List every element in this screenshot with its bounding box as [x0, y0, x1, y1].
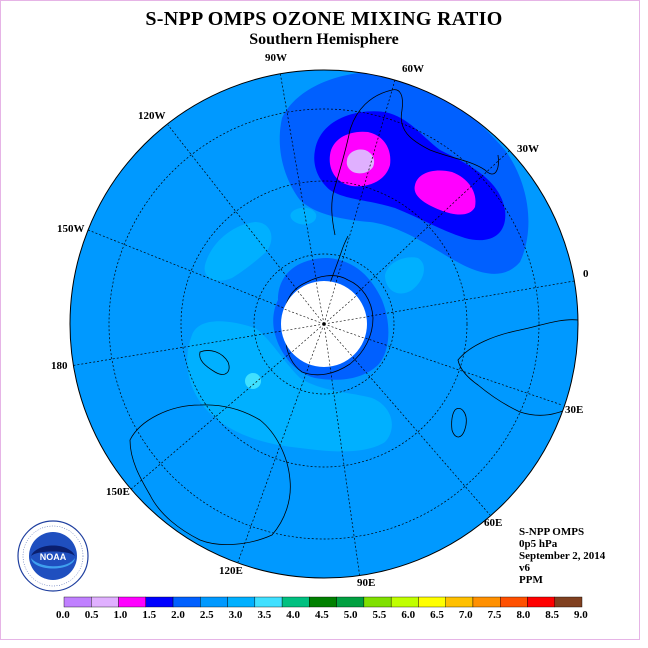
- colorbar-label: 4.0: [286, 609, 300, 621]
- colorbar-label: 7.5: [487, 609, 502, 621]
- coast-south-america: [331, 89, 499, 236]
- lon-label-30w: 30W: [517, 143, 539, 155]
- meridian-180: [70, 323, 325, 367]
- lat-circle-70s: [253, 253, 395, 395]
- figure-frame: [0, 0, 640, 640]
- colorbar-swatch: [172, 596, 201, 608]
- colorbar-label: 6.0: [401, 609, 416, 621]
- colorbar: [63, 596, 583, 608]
- colorbar-swatch: [91, 596, 119, 608]
- coast-madagascar: [451, 408, 467, 438]
- lon-label-0: 0: [583, 268, 589, 280]
- map-subtitle: Southern Hemisphere: [249, 31, 399, 48]
- colorbar-label: 1.0: [113, 609, 128, 621]
- colorbar-swatch: [227, 596, 256, 608]
- map-title: S-NPP OMPS OZONE MIXING RATIO: [145, 8, 503, 30]
- colorbar-label: 2.0: [171, 609, 185, 621]
- info-instrument: S-NPP OMPS: [519, 526, 585, 538]
- colorbar-label: 8.5: [545, 609, 559, 621]
- coastlines: [129, 89, 578, 545]
- info-version: v6: [519, 562, 530, 574]
- colorbar-swatch: [309, 596, 337, 608]
- colorbar-label: 9.0: [574, 609, 588, 621]
- lon-label-30e: 30E: [565, 404, 584, 416]
- meridian-150e: [129, 323, 325, 491]
- noaa-logo: NOAA: [17, 520, 89, 592]
- colorbar-swatch: [336, 596, 365, 608]
- field-region-light-3: [385, 257, 424, 294]
- lon-label-150w: 150W: [57, 223, 85, 235]
- colorbar-label: 0.0: [56, 609, 70, 621]
- field-region-light-4: [187, 321, 392, 452]
- colorbar-swatch: [281, 596, 310, 608]
- lon-label-60w: 60W: [402, 63, 424, 75]
- colorbar-swatch: [145, 596, 174, 608]
- meridian-lines: [70, 71, 578, 578]
- lat-circle-50s: [180, 180, 468, 468]
- colorbar-label: 4.5: [315, 609, 329, 621]
- colorbar-label: 5.0: [343, 609, 358, 621]
- colorbar-label: 3.5: [257, 609, 272, 621]
- lon-label-120e: 120E: [219, 565, 243, 577]
- latitude-lines: [108, 108, 540, 540]
- colorbar-swatch: [200, 596, 228, 608]
- info-level: 0p5 hPa: [519, 538, 558, 550]
- colorbar-label: 7.0: [458, 609, 473, 621]
- info-date: September 2, 2014: [519, 550, 606, 562]
- colorbar-label: 8.0: [516, 609, 531, 621]
- lon-label-180: 180: [51, 360, 68, 372]
- colorbar-label: 0.5: [84, 609, 99, 621]
- lon-label-150e: 150E: [106, 486, 130, 498]
- colorbar-swatch: [527, 596, 555, 608]
- meridian-30w: [323, 149, 511, 325]
- polar-gap-meridians: [281, 281, 367, 367]
- colorbar-swatch: [254, 596, 283, 608]
- noaa-logo-text: NOAA: [40, 552, 67, 562]
- meridian-90e: [323, 323, 361, 578]
- coast-new-zealand: [199, 350, 230, 375]
- colorbar-swatch: [118, 596, 146, 608]
- colorbar-swatch: [418, 596, 446, 608]
- colorbar-swatch: [554, 596, 583, 608]
- lon-label-90w: 90W: [265, 52, 287, 64]
- lat-circle-30s: [108, 108, 540, 540]
- colorbar-swatch: [472, 596, 501, 608]
- meridian-0: [323, 279, 578, 325]
- colorbar-label: 3.0: [228, 609, 243, 621]
- lon-label-90e: 90E: [357, 577, 376, 589]
- field-region-light-2: [290, 207, 317, 225]
- coast-africa: [457, 319, 578, 416]
- lon-label-120w: 120W: [138, 110, 166, 122]
- map-boundary: [69, 69, 579, 579]
- colorbar-swatch: [390, 596, 419, 608]
- meridian-90w: [279, 71, 325, 325]
- colorbar-label: 6.5: [430, 609, 444, 621]
- coast-peninsula: [329, 235, 349, 284]
- colorbar-swatch: [363, 596, 392, 608]
- field-region-max-mag-2: [414, 170, 476, 215]
- field-region-cyan-spot: [245, 373, 261, 389]
- colorbar-label: 5.5: [372, 609, 387, 621]
- field-region-max-light: [346, 149, 375, 174]
- south-pole-dot: [322, 322, 326, 326]
- field-region-light-1: [204, 222, 272, 281]
- colorbar-swatch: [500, 596, 528, 608]
- colorbar-label: 1.5: [142, 609, 157, 621]
- colorbar-swatch: [445, 596, 474, 608]
- colorbar-swatch: [63, 596, 92, 608]
- info-block: S-NPP OMPS 0p5 hPa September 2, 2014 v6 …: [519, 526, 605, 586]
- colorbar-label: 2.5: [199, 609, 214, 621]
- lon-label-60e: 60E: [484, 517, 503, 529]
- coast-australia: [129, 404, 291, 545]
- info-units: PPM: [519, 574, 543, 586]
- coast-antarctica: [283, 275, 374, 376]
